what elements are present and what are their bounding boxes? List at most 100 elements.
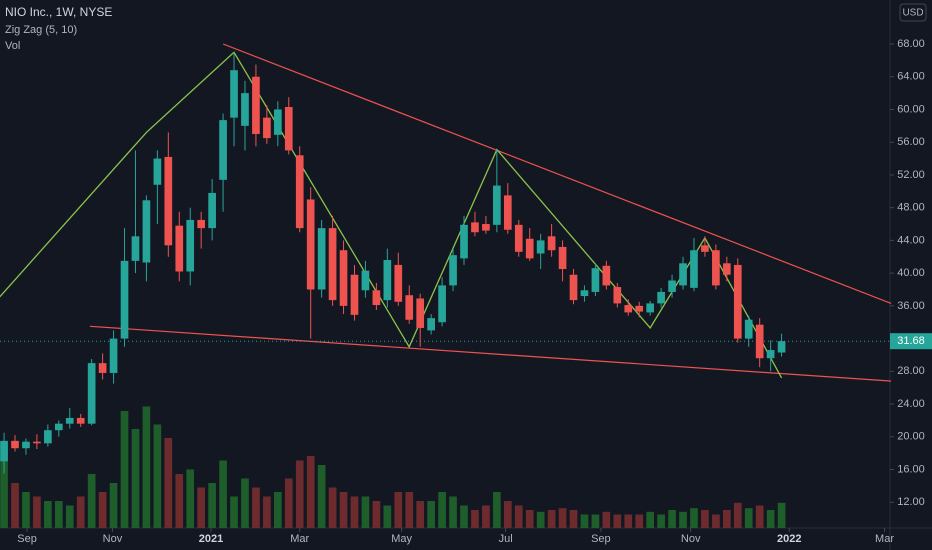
volume-bar <box>657 514 665 528</box>
indicator-label: Zig Zag (5, 10) <box>5 24 77 36</box>
candle-body <box>580 290 589 297</box>
candle-body <box>76 417 85 424</box>
y-tick-label: 60.00 <box>897 103 925 115</box>
candle-body <box>416 298 425 328</box>
candle-body <box>11 440 19 449</box>
candle-body <box>427 318 435 331</box>
candle-body <box>657 291 665 304</box>
x-tick-label: 2022 <box>777 533 801 545</box>
candle-body <box>317 228 326 290</box>
volume-bar <box>383 505 392 528</box>
y-tick-label: 28.00 <box>897 365 925 377</box>
volume-bar <box>252 487 260 528</box>
x-tick-label: May <box>391 533 412 545</box>
y-tick-label: 20.00 <box>897 431 925 443</box>
volume-bar <box>219 460 227 528</box>
candle-body <box>164 156 173 246</box>
volume-bar <box>722 510 731 528</box>
volume-label: Vol <box>5 40 20 52</box>
candle-body <box>306 199 315 290</box>
volume-bar <box>98 492 107 528</box>
last-price-box <box>890 333 932 350</box>
candle-body <box>273 109 282 135</box>
candle-body <box>98 363 107 373</box>
volume-bar <box>284 478 293 528</box>
candle-body <box>493 185 501 225</box>
volume-bar <box>372 501 381 528</box>
volume-bar <box>427 501 435 528</box>
volume-bar <box>208 483 216 528</box>
volume-bar <box>306 456 315 528</box>
y-tick-label: 52.00 <box>897 169 925 181</box>
candle-body <box>120 260 129 339</box>
volume-bar <box>263 496 271 528</box>
candle-body <box>197 219 206 229</box>
currency-box[interactable] <box>899 3 927 22</box>
volume-bar <box>777 502 786 528</box>
volume-bar <box>525 510 534 528</box>
y-tick-label: 44.00 <box>897 234 925 246</box>
y-tick-label: 36.00 <box>897 300 925 312</box>
volume-bar <box>317 465 326 528</box>
candle-body <box>372 290 381 306</box>
volume-bar <box>142 406 151 528</box>
x-tick-label: Nov <box>681 533 701 545</box>
candle-body <box>339 250 348 306</box>
candle-body <box>44 430 52 444</box>
candle-body <box>471 222 479 233</box>
volume-bar <box>602 511 611 528</box>
volume-bar <box>569 510 578 528</box>
volume-bar <box>536 511 545 528</box>
candle-body <box>295 155 304 229</box>
candle-body <box>405 295 414 320</box>
candle-body <box>186 219 195 272</box>
candle-body <box>22 441 30 449</box>
candle-body <box>690 250 698 288</box>
candle-body <box>547 236 556 251</box>
candle-body <box>109 338 118 373</box>
candle-body <box>219 120 227 180</box>
y-tick-label: 40.00 <box>897 267 925 279</box>
candle-body <box>514 224 523 252</box>
candle-body <box>263 117 271 139</box>
chart-title: NIO Inc., 1W, NYSE <box>5 5 112 19</box>
candle-body <box>558 246 567 270</box>
volume-bar <box>186 469 195 528</box>
candle-body <box>503 195 512 230</box>
candle-body <box>438 285 446 323</box>
volume-bar <box>405 492 414 528</box>
volume-bar <box>416 501 425 528</box>
candle-body <box>131 236 140 261</box>
volume-bar <box>744 508 753 528</box>
volume-bar <box>438 492 446 528</box>
candle-body <box>624 305 633 313</box>
volume-bar <box>460 505 468 528</box>
volume-bar <box>493 492 501 528</box>
volume-bar <box>33 496 41 528</box>
volume-bar <box>591 514 600 528</box>
candle-body <box>635 305 644 312</box>
y-tick-label: 56.00 <box>897 136 925 148</box>
volume-bar <box>558 508 567 528</box>
volume-bar <box>514 505 523 528</box>
volume-bar <box>679 511 687 528</box>
candle-body <box>777 341 786 353</box>
volume-bar <box>339 492 348 528</box>
candle-body <box>766 350 775 359</box>
volume-bar <box>733 502 742 528</box>
volume-bar <box>241 478 249 528</box>
currency[interactable]: USD <box>902 8 923 19</box>
candle-body <box>591 268 600 292</box>
volume-bar <box>547 510 556 528</box>
candle-body <box>54 423 63 431</box>
volume-bar <box>273 492 282 528</box>
volume-bar <box>646 511 655 528</box>
candle-body <box>87 363 96 424</box>
volume-bar <box>54 501 63 528</box>
volume-bar <box>580 514 589 528</box>
volume-bar <box>482 505 490 528</box>
candle-body <box>613 287 622 304</box>
volume-bar <box>87 474 96 528</box>
candle-body <box>241 93 249 126</box>
volume-bar <box>503 501 512 528</box>
